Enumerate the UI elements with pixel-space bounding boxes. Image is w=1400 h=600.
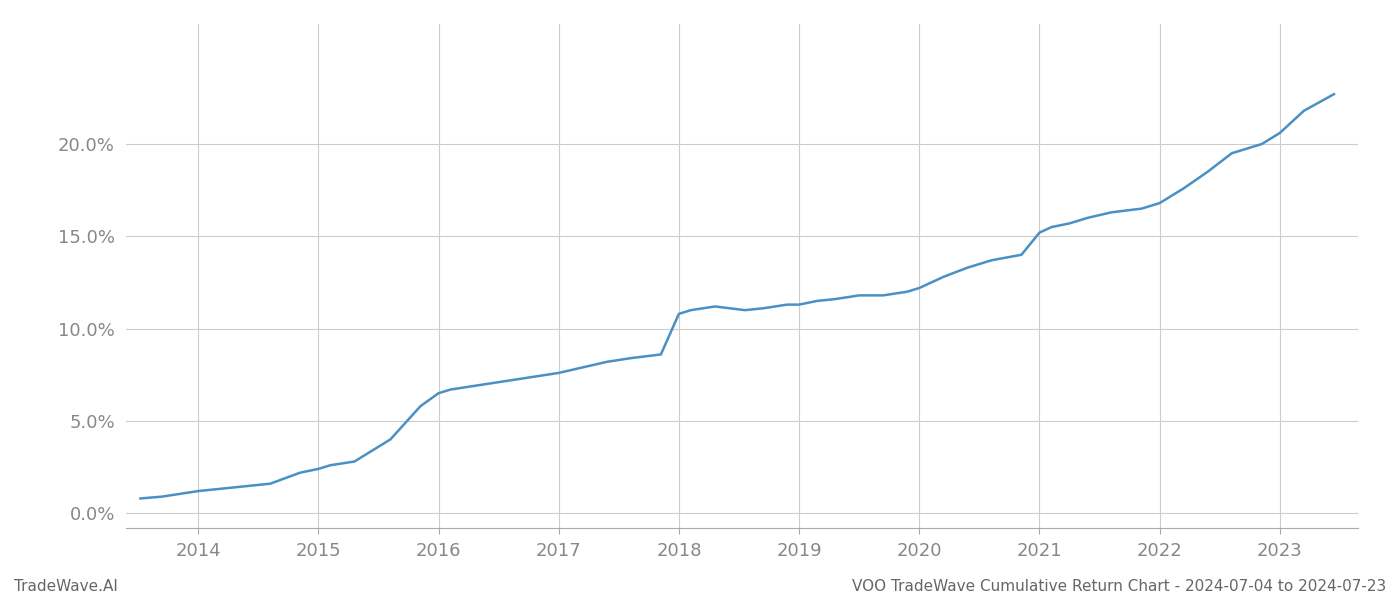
- Text: VOO TradeWave Cumulative Return Chart - 2024-07-04 to 2024-07-23: VOO TradeWave Cumulative Return Chart - …: [851, 579, 1386, 594]
- Text: TradeWave.AI: TradeWave.AI: [14, 579, 118, 594]
